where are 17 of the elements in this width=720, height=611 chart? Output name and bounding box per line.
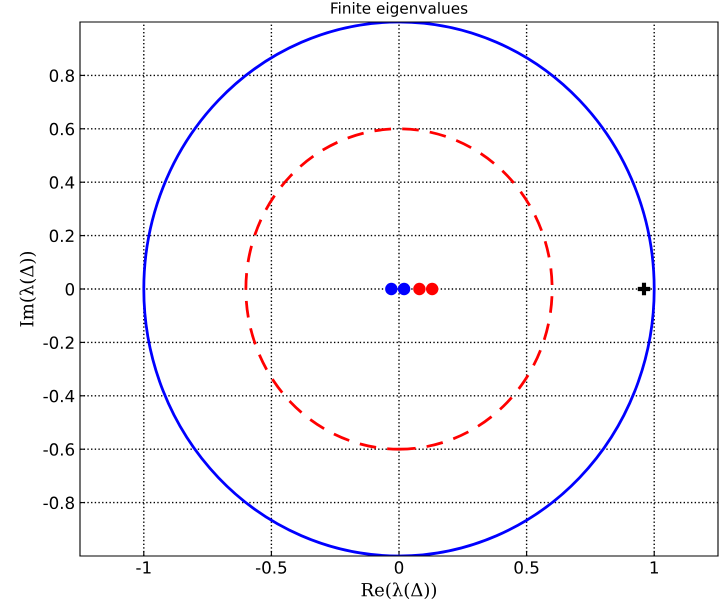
x-tick-label: 1 <box>650 561 658 574</box>
x-tick-label: -1 <box>136 561 151 574</box>
y-tick-label: -0.8 <box>43 496 74 510</box>
x-tick-label: 0 <box>394 561 404 574</box>
x-axis-title: Re(λ(Δ)) <box>362 582 436 600</box>
x-tick-label: -0.5 <box>256 561 286 574</box>
y-tick-label: 0 <box>66 282 74 296</box>
y-tick-label: -0.4 <box>43 390 74 402</box>
y-tick-label: -0.2 <box>43 336 74 349</box>
y-axis-title: Im(λ(Δ)) <box>19 252 36 326</box>
y-tick-label: -0.6 <box>43 443 74 456</box>
y-tick-label: 0.4 <box>50 176 74 189</box>
x-tick-label: 0.5 <box>514 561 538 574</box>
y-tick-label: 0.8 <box>50 69 74 82</box>
y-tick-label: 0.2 <box>50 230 74 242</box>
chart-title: Finite eigenvalues <box>331 2 468 17</box>
y-tick-label: 0.6 <box>50 122 74 136</box>
